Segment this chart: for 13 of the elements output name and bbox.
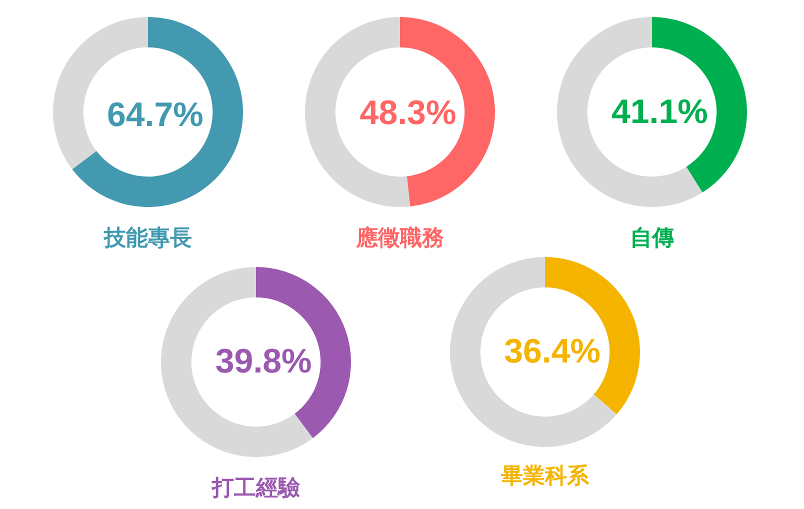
data-label: 64.7% <box>106 96 204 134</box>
text: 自傳 <box>630 226 674 251</box>
data-label: 36.4% <box>504 332 600 370</box>
data-label: 41.1% <box>611 92 708 131</box>
donut-slice <box>72 17 243 207</box>
text: 打工經驗 <box>211 476 301 501</box>
donut-slice <box>161 267 313 457</box>
text: 技能專長 <box>103 226 192 251</box>
text: 畢業科系 <box>500 464 590 489</box>
donut-slice <box>450 257 617 447</box>
data-label: 48.3% <box>360 94 456 132</box>
text: 應徵職務 <box>355 225 444 251</box>
data-label: 39.8% <box>215 342 312 381</box>
